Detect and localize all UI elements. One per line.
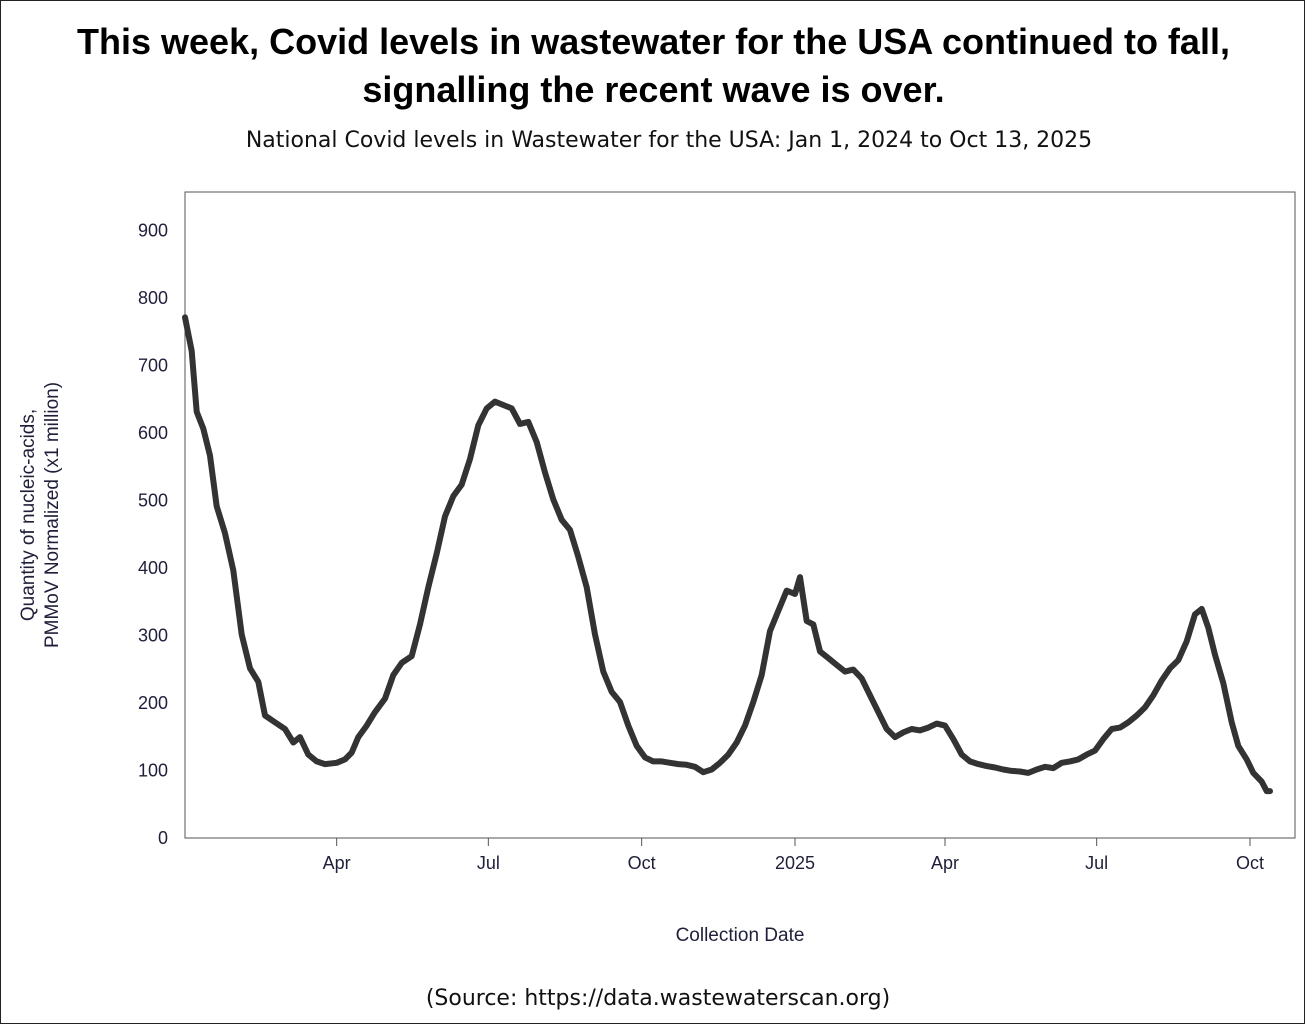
y-tick-label: 100 (138, 761, 168, 781)
series-line (182, 314, 1273, 795)
plot-area (184, 191, 1296, 839)
y-tick-label: 800 (138, 288, 168, 308)
y-tick-label: 0 (158, 828, 168, 848)
x-tick-label: Oct (1236, 853, 1264, 873)
headline-line-1: This week, Covid levels in wastewater fo… (77, 21, 1230, 62)
y-axis-title-line-1: Quantity of nucleic-acids, (18, 409, 39, 621)
y-tick-label: 400 (138, 558, 168, 578)
y-tick-label: 900 (138, 221, 168, 241)
x-tick-label: Oct (628, 853, 656, 873)
x-tick-label: Apr (323, 853, 351, 873)
x-axis-ticks: Apr Jul Oct 2025 Apr Jul Oct (323, 838, 1264, 873)
headline-line-2: signalling the recent wave is over. (362, 69, 945, 110)
y-tick-label: 300 (138, 626, 168, 646)
y-tick-label: 500 (138, 491, 168, 511)
y-axis-ticks: 0 100 200 300 400 500 600 700 800 900 (138, 221, 168, 849)
y-tick-label: 700 (138, 356, 168, 376)
x-tick-label: 2025 (775, 853, 815, 873)
y-axis-title-line-2: PMMoV Normalized (x1 million) (42, 382, 63, 648)
source-citation: (Source: https://data.wastewaterscan.org… (425, 986, 891, 1011)
x-tick-label: Apr (931, 853, 959, 873)
y-tick-label: 600 (138, 423, 168, 443)
y-tick-label: 200 (138, 693, 168, 713)
x-tick-label: Jul (477, 853, 500, 873)
x-axis-title: Collection Date (676, 925, 805, 946)
x-tick-label: Jul (1085, 853, 1108, 873)
chart-subtitle: National Covid levels in Wastewater for … (245, 128, 1093, 153)
